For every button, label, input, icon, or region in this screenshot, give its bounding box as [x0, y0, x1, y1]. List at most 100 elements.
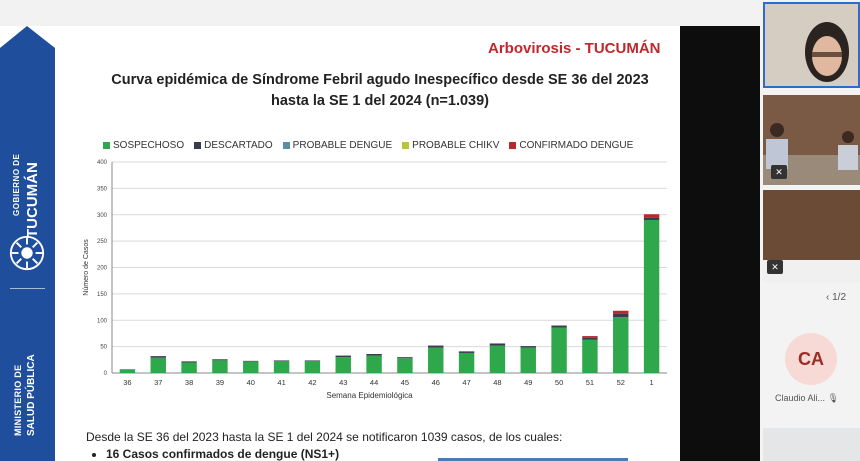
slide-header-tag: Arbovirosis - TUCUMÁN	[488, 40, 661, 57]
legend-entry: PROBABLE CHIKV	[402, 140, 499, 151]
bar-segment	[273, 360, 290, 373]
y-tick-label: 400	[97, 160, 108, 166]
bar-segment	[551, 325, 567, 328]
legend-entry: SOSPECHOSO	[103, 140, 184, 151]
bar-segment	[212, 360, 228, 373]
y-tick-label: 250	[97, 239, 108, 245]
y-tick-label: 100	[97, 318, 108, 324]
bar-segment	[489, 345, 506, 373]
bar-segment	[119, 369, 136, 370]
x-tick-label: 40	[247, 378, 255, 387]
bar-segment	[273, 360, 290, 361]
legend-swatch	[194, 142, 202, 149]
bar-segment	[613, 313, 629, 318]
x-tick-label: 44	[370, 378, 378, 387]
legend-label: PROBABLE CHIKV	[412, 140, 500, 151]
bar-segment	[643, 217, 660, 221]
pager-text: 1/2	[832, 292, 847, 303]
avatar-name-text: Claudio Ali...	[775, 393, 826, 403]
y-tick-label: 200	[97, 266, 108, 272]
bar-segment	[582, 337, 598, 340]
bar-segment	[428, 345, 444, 348]
ministry-big-text: SALUD PÚBLICA	[26, 354, 37, 436]
participant-video-tile[interactable]: ✕	[763, 190, 860, 282]
legend-swatch	[402, 142, 410, 149]
legend-entry: PROBABLE DENGUE	[282, 140, 393, 151]
x-tick-label: 37	[154, 378, 162, 387]
bar-segment	[397, 357, 413, 359]
bar-segment	[643, 220, 660, 373]
bar-segment	[212, 359, 228, 361]
bar-segment	[520, 347, 536, 373]
slide-title-line1: Curva epidémica de Síndrome Febril agudo…	[111, 72, 649, 88]
mic-off-icon: ✕	[771, 165, 787, 179]
x-tick-label: 41	[277, 378, 285, 387]
x-tick-label: 39	[216, 378, 224, 387]
y-axis-label: Número de Casos	[83, 239, 90, 296]
x-tick-label: 36	[123, 378, 131, 387]
bar-segment	[643, 214, 660, 218]
x-axis-label: Semana Epidemiológica	[326, 391, 413, 400]
legend-entry: DESCARTADO	[194, 140, 273, 151]
legend-swatch	[282, 142, 290, 149]
bullet-dot	[92, 452, 96, 457]
ministry-small-text: MINISTERIO DE	[13, 364, 23, 436]
x-tick-label: 50	[555, 378, 563, 387]
bar-segment	[119, 369, 136, 373]
person-video-icon	[765, 4, 858, 86]
brand-band: GOBIERNO DE TUCUMÁN MINISTERIO DE SALUD …	[0, 26, 55, 461]
bar-segment	[181, 362, 197, 373]
y-tick-label: 300	[97, 213, 108, 219]
legend-label: CONFIRMADO DENGUE	[519, 140, 634, 151]
bar-segment	[243, 361, 259, 373]
bar-segment	[243, 360, 259, 362]
bar-segment	[335, 355, 351, 358]
bar-segment	[582, 339, 598, 373]
participant-video-tile[interactable]: ✕	[763, 95, 860, 185]
video-blank-area	[680, 26, 760, 461]
slide-bottom-bar	[438, 458, 628, 461]
bar-segment	[613, 317, 629, 373]
top-strip	[0, 0, 760, 26]
x-tick-label: 38	[185, 378, 193, 387]
x-tick-label: 49	[524, 378, 532, 387]
legend-label: DESCARTADO	[204, 140, 273, 151]
x-tick-label: 46	[432, 378, 440, 387]
participant-video-tile[interactable]	[763, 2, 860, 88]
mic-off-icon: 🎙	[827, 393, 839, 403]
legend-label: PROBABLE DENGUE	[292, 140, 393, 151]
legend-label: SOSPECHOSO	[113, 140, 185, 151]
bar-segment	[551, 327, 567, 373]
legend-swatch	[509, 142, 517, 149]
y-tick-label: 0	[104, 371, 108, 377]
legend-swatch	[103, 142, 110, 149]
government-logo-icon	[9, 235, 45, 271]
y-tick-label: 150	[97, 292, 108, 298]
bar-segment	[489, 343, 506, 346]
shared-slide: GOBIERNO DE TUCUMÁN MINISTERIO DE SALUD …	[0, 26, 680, 461]
gov-small-text: GOBIERNO DE	[12, 153, 21, 216]
bar-segment	[304, 360, 321, 361]
brand-divider	[10, 288, 45, 289]
x-tick-label: 48	[493, 378, 501, 387]
bar-segment	[520, 346, 536, 348]
bar-segment	[335, 357, 351, 373]
x-tick-label: 51	[586, 378, 594, 387]
bar-segment	[181, 361, 197, 363]
y-tick-label: 50	[100, 345, 107, 351]
participant-tile-bottom[interactable]	[763, 428, 860, 461]
bar-segment	[150, 356, 166, 358]
bar-segment	[428, 347, 444, 373]
bar-segment	[582, 336, 598, 338]
participants-pager[interactable]: ‹ 1/2	[826, 292, 847, 303]
mic-off-icon: ✕	[767, 260, 783, 274]
avatar-name: Claudio Ali... 🎙	[775, 393, 839, 404]
bar-segment	[458, 351, 475, 353]
band-notch	[0, 26, 55, 48]
bar-segment	[366, 354, 382, 356]
avatar[interactable]: CA	[785, 333, 837, 385]
summary-text: Desde la SE 36 del 2023 hasta la SE 1 de…	[86, 430, 563, 444]
x-tick-label: 45	[401, 378, 409, 387]
bar-segment	[613, 310, 629, 314]
